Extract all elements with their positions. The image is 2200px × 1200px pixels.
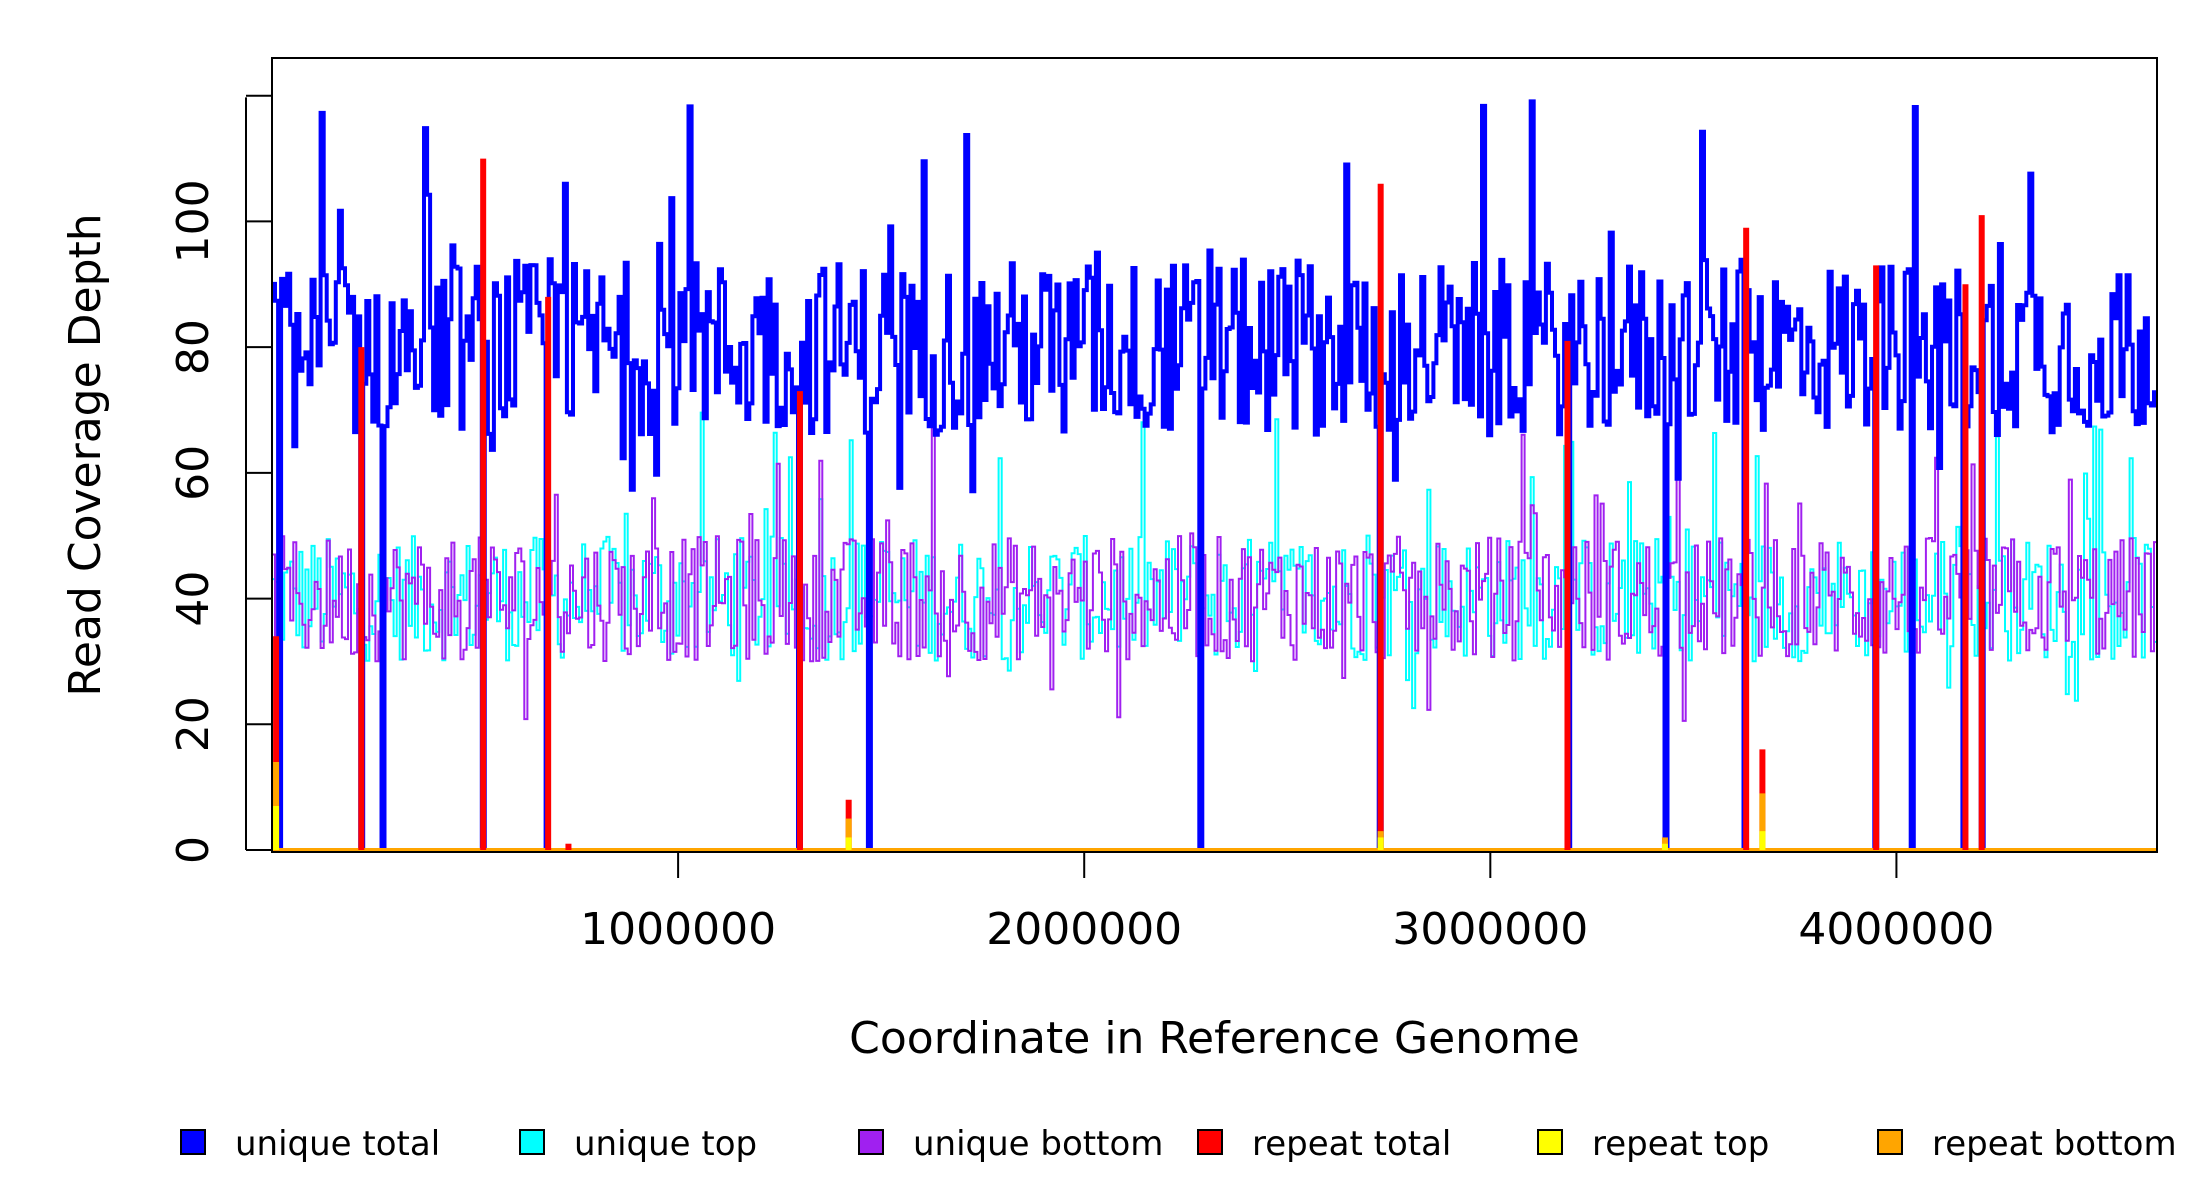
y-tick-label-5: 100 [168,179,219,263]
series-line-unique-bottom [272,425,2157,851]
y-tick-label-2: 40 [168,571,219,627]
y-tick-label-0: 0 [168,836,219,864]
y-axis-label: Read Coverage Depth [60,213,111,696]
x-tick-label-2: 3000000 [1392,904,1588,955]
y-tick-label-4: 80 [168,319,219,375]
legend-label-1: unique top [574,1124,757,1164]
x-axis-label: Coordinate in Reference Genome [849,1013,1580,1064]
legend-swatch-5 [1877,1129,1903,1155]
y-axis: 0 20 40 60 80 100 [168,94,272,864]
legend-swatch-4 [1537,1129,1563,1155]
legend-label-3: repeat total [1252,1124,1451,1164]
legend: unique total unique top unique bottom repea… [180,1124,2177,1164]
legend-label-0: unique total [235,1124,440,1164]
x-tick-label-0: 1000000 [580,904,776,955]
legend-swatch-0 [180,1129,206,1155]
y-tick-label-3: 60 [168,445,219,501]
series-line-unique-total [272,99,2157,852]
legend-label-2: unique bottom [913,1124,1163,1164]
y-tick-label-1: 20 [168,696,219,752]
x-tick-label-3: 4000000 [1798,904,1994,955]
legend-label-5: repeat bottom [1932,1124,2177,1164]
legend-swatch-1 [519,1129,545,1155]
legend-label-4: repeat top [1592,1124,1769,1164]
x-axis: 1000000 2000000 3000000 4000000 [580,851,1994,955]
series-layer [272,99,2157,852]
series-line-unique-top [272,411,2157,851]
spike-layer [273,158,1985,850]
legend-swatch-2 [858,1129,884,1155]
legend-swatch-3 [1197,1129,1223,1155]
x-tick-label-1: 2000000 [986,904,1182,955]
